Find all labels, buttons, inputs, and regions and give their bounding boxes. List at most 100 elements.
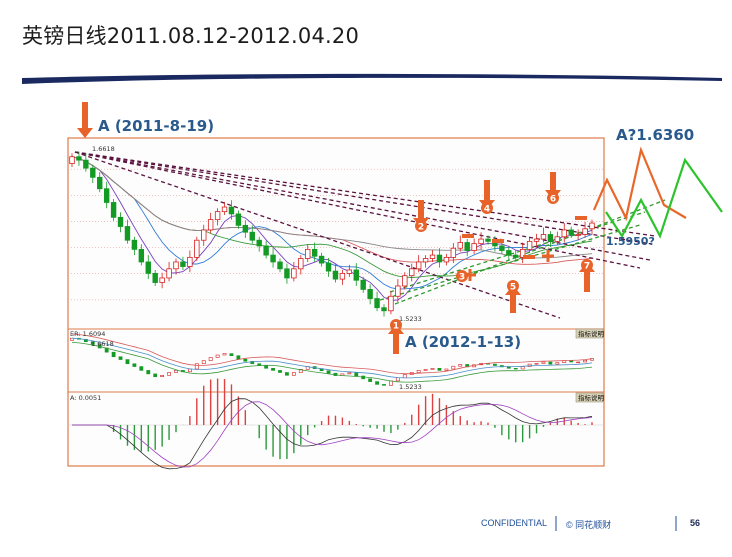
indicator-button-bg xyxy=(575,328,604,339)
candle-body xyxy=(554,236,561,242)
trendline xyxy=(379,224,641,301)
sub-candle xyxy=(167,372,171,376)
wave-number: 5 xyxy=(510,283,516,293)
sub-candle xyxy=(146,370,151,375)
sub-candle xyxy=(201,360,206,365)
candle-body xyxy=(97,176,103,190)
macd-panel xyxy=(68,378,604,470)
sub-candle xyxy=(229,353,234,357)
indicator-button[interactable]: 指标说明 xyxy=(578,329,605,338)
sub-candle xyxy=(437,367,442,371)
annotation-target: A?1.6360 xyxy=(616,126,695,144)
candle-body xyxy=(270,254,276,263)
candle-body xyxy=(83,159,89,169)
candle-body xyxy=(103,188,110,203)
candle-body xyxy=(513,254,519,258)
wave-number: 3 xyxy=(459,273,465,283)
candle-body xyxy=(436,254,443,263)
candle-body xyxy=(311,248,318,257)
candle-body xyxy=(519,248,526,258)
sub-candle xyxy=(527,363,532,367)
candle-body xyxy=(291,268,297,279)
candle-body xyxy=(471,243,477,251)
candle-body xyxy=(166,268,172,279)
candle-body xyxy=(124,226,131,241)
sub-candle xyxy=(513,367,518,370)
sub-candle xyxy=(139,366,144,371)
candle-body xyxy=(187,256,193,267)
wave-badge xyxy=(390,319,402,331)
dash-marker xyxy=(523,255,535,259)
sub-candle xyxy=(278,370,282,373)
sub-candle xyxy=(194,363,199,370)
candle-body xyxy=(207,219,214,231)
wave-badge xyxy=(415,220,427,232)
sub-candle xyxy=(236,355,241,360)
candle-body xyxy=(298,258,304,270)
candle-body xyxy=(221,206,228,213)
candle-body xyxy=(402,275,408,287)
sub-candle xyxy=(111,351,116,358)
candle-body xyxy=(374,298,380,309)
sub-candle xyxy=(506,366,511,369)
candle-body xyxy=(138,248,145,263)
sub-candle xyxy=(243,358,248,362)
candle-body xyxy=(450,247,457,258)
candle-body xyxy=(353,269,359,281)
sub-candle xyxy=(160,374,165,377)
candle-body xyxy=(277,261,283,270)
wave-badge xyxy=(507,280,519,292)
candle-body xyxy=(214,211,221,221)
wave-number: 7 xyxy=(584,262,590,272)
wave-badge xyxy=(581,259,593,271)
wave-projection xyxy=(592,146,723,239)
sub-candle xyxy=(534,363,539,365)
candle-body xyxy=(415,261,422,270)
moving-average-line xyxy=(71,156,593,259)
sub-candle xyxy=(520,366,525,370)
wave-badge xyxy=(456,270,468,282)
wave-number: 2 xyxy=(418,223,424,233)
sub-candle xyxy=(375,381,379,385)
arrow-shaft xyxy=(510,295,516,313)
trendlines xyxy=(74,151,666,319)
price-label-high: 1.6618 xyxy=(92,145,115,153)
trendline xyxy=(74,151,641,269)
candle-body xyxy=(589,222,595,230)
candle-body xyxy=(499,245,505,251)
candle-body xyxy=(478,238,484,245)
candle-body xyxy=(485,238,491,242)
arrow-shaft xyxy=(584,272,590,292)
sub-candle xyxy=(395,377,400,382)
candle-body xyxy=(409,268,415,277)
sub-candle xyxy=(90,341,95,345)
candle-body xyxy=(110,202,117,218)
candle-body xyxy=(526,240,533,250)
annotation-support: 1.5950? xyxy=(606,235,655,248)
candlesticks xyxy=(69,151,595,317)
band-line xyxy=(71,333,593,375)
candle-body xyxy=(263,245,269,256)
candle-body xyxy=(201,229,207,241)
arrow-shaft xyxy=(484,180,490,200)
band-line xyxy=(71,342,593,383)
sub-candle xyxy=(118,356,123,360)
sub-candle xyxy=(291,372,296,376)
candle-body xyxy=(464,242,470,251)
page-number: 56 xyxy=(690,518,701,528)
wave-number: 1 xyxy=(393,322,399,332)
sub-candle xyxy=(368,378,373,382)
sub-candle xyxy=(576,361,581,364)
panel1-header: ER: 1.6094 xyxy=(70,330,105,338)
sub-candle xyxy=(125,359,130,365)
sub-candle xyxy=(222,353,227,356)
moving-averages xyxy=(71,156,593,301)
sub-candle xyxy=(271,367,275,371)
candle-body xyxy=(582,228,588,235)
sub-candle xyxy=(451,365,456,370)
panel1-price-low: 1.5233 xyxy=(399,383,422,391)
indicator-button[interactable]: 指标说明 xyxy=(578,393,605,402)
sub-candle xyxy=(250,360,255,365)
candle-body xyxy=(533,238,540,242)
